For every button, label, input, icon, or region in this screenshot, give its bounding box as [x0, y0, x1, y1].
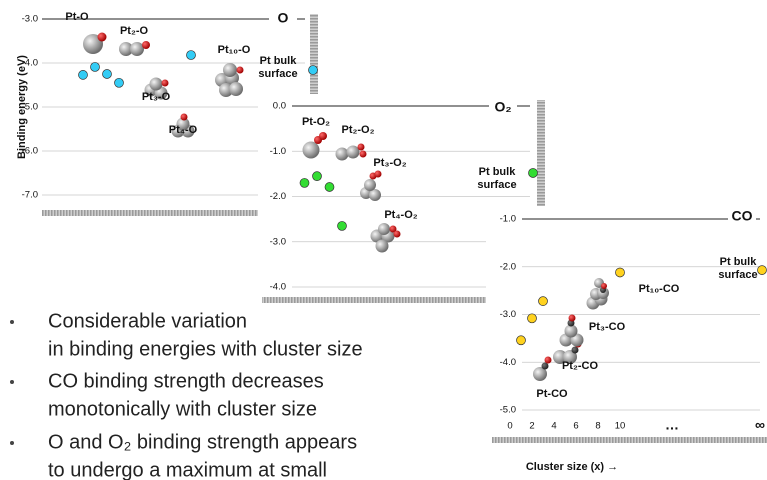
x-axis-label: Cluster size (x) → [526, 461, 618, 473]
bulk-point [529, 168, 538, 177]
bulk-label: Pt bulk [720, 256, 758, 268]
bullet-text: Considerable variation [48, 310, 247, 332]
bulk-label: Pt bulk [260, 55, 298, 67]
page: {"chart_data": [ {"type": "scatter", "ti… [0, 0, 767, 480]
point [539, 297, 548, 306]
point-label: Pt₁₀-O [218, 44, 251, 56]
point [115, 78, 124, 87]
bulk-point [758, 266, 767, 275]
y-tick-label: -3.0 [500, 309, 516, 320]
y-tick-label: -1.0 [500, 214, 516, 225]
bullet-text: monotonically with cluster size [48, 398, 317, 420]
point-label: Pt-O [65, 11, 89, 23]
y-tick-label: -4.0 [500, 357, 516, 368]
y-tick-label: -3.0 [22, 14, 38, 25]
x-tick-label: 8 [595, 421, 600, 432]
x-tick-label: ∞ [755, 417, 765, 433]
point [187, 51, 196, 60]
point [517, 336, 526, 345]
bulk-label: surface [258, 68, 297, 80]
slide: -3.0-4.0-5.0-6.0-7.0OBinding energy (eV)… [0, 0, 767, 480]
chart-title: O [278, 10, 289, 26]
point-label: Pt₃-O [142, 91, 171, 103]
point [325, 182, 334, 191]
point [103, 70, 112, 79]
point [300, 178, 309, 187]
x-tick-label: 2 [529, 421, 534, 432]
y-tick-label: -3.0 [270, 236, 286, 247]
chart-title: CO [732, 208, 753, 224]
point [616, 268, 625, 277]
bullet-markers [10, 320, 14, 445]
y-tick-label: -2.0 [500, 261, 516, 272]
point [79, 70, 88, 79]
bullet-text: CO binding strength decreases [48, 370, 324, 392]
scale-bar [310, 14, 318, 94]
point-label: Pt₃-O₂ [373, 157, 406, 169]
bullet-text: to undergo a maximum at small [48, 459, 327, 480]
y-axis-label: Binding energy (eV) [16, 55, 28, 159]
x-tick-label: 0 [507, 421, 512, 432]
point [91, 62, 100, 71]
scale-bar [492, 437, 767, 443]
point-label: Pt₂-O₂ [342, 124, 375, 136]
bulk-label: surface [477, 179, 516, 191]
point-label: Pt₄-O₂ [384, 209, 417, 221]
x-tick-label: 6 [573, 421, 578, 432]
y-tick-label: 0.0 [273, 101, 286, 112]
bullet-text: in binding energies with cluster size [48, 338, 363, 360]
y-tick-label: -7.0 [22, 190, 38, 201]
point-label: Pt-CO [536, 388, 568, 400]
point [338, 221, 347, 230]
bullets: Considerable variation in binding energie… [48, 310, 363, 480]
point-label: Pt-O₂ [302, 116, 330, 128]
point-label: Pt₁₀-CO [639, 283, 680, 295]
point-label: Pt₄-O [169, 124, 198, 136]
y-tick-label: -4.0 [270, 282, 286, 293]
point-label: Pt₂-O [120, 25, 149, 37]
bulk-label: Pt bulk [479, 166, 517, 178]
x-tick-label: 4 [551, 421, 556, 432]
x-tick-label: … [665, 417, 679, 433]
bullet-text: O and O₂ binding strength appears [48, 431, 357, 453]
y-tick-label: -5.0 [500, 405, 516, 416]
y-tick-label: -1.0 [270, 146, 286, 157]
bulk-point [309, 66, 318, 75]
point-label: Pt₂-CO [562, 360, 598, 372]
x-tick-label: 10 [615, 421, 626, 432]
chart: -1.0 -2.0 -3.0 -4.0 -5.0 CO 0 2 4 6 8 10 … ∞ Cluster s… [486, 206, 767, 473]
point [313, 172, 322, 181]
point-label: Pt₃-CO [589, 321, 626, 333]
bulk-label: surface [718, 269, 757, 281]
y-tick-label: -2.0 [270, 191, 286, 202]
chart-title: O₂ [494, 99, 511, 115]
point [528, 314, 537, 323]
